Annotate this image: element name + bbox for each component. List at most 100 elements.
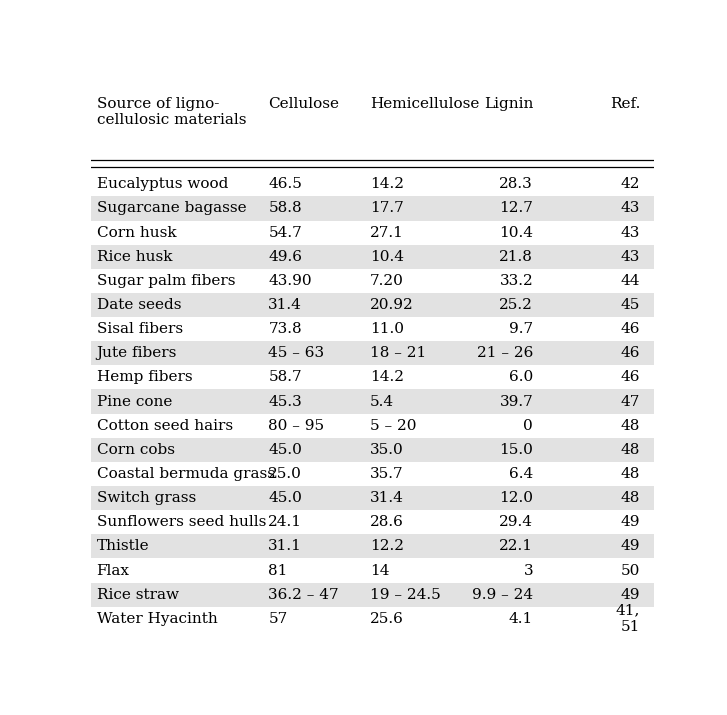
Text: 46: 46 xyxy=(621,322,640,336)
FancyBboxPatch shape xyxy=(91,583,654,607)
Text: 6.0: 6.0 xyxy=(509,370,533,385)
FancyBboxPatch shape xyxy=(91,390,654,413)
Text: 45.3: 45.3 xyxy=(268,395,302,408)
FancyBboxPatch shape xyxy=(91,341,654,365)
Text: 43: 43 xyxy=(621,250,640,264)
Text: Cotton seed hairs: Cotton seed hairs xyxy=(97,419,233,433)
Text: 46: 46 xyxy=(621,346,640,360)
Text: 45: 45 xyxy=(621,298,640,312)
Text: 10.4: 10.4 xyxy=(499,225,533,240)
Text: Ref.: Ref. xyxy=(610,97,640,111)
Text: Jute fibers: Jute fibers xyxy=(97,346,177,360)
Text: 7.20: 7.20 xyxy=(370,274,403,288)
Text: 6.4: 6.4 xyxy=(509,467,533,481)
Text: 48: 48 xyxy=(621,419,640,433)
FancyBboxPatch shape xyxy=(91,197,654,220)
Text: 36.2 – 47: 36.2 – 47 xyxy=(268,588,339,601)
Text: 10.4: 10.4 xyxy=(370,250,403,264)
Text: 20.92: 20.92 xyxy=(370,298,414,312)
Text: Source of ligno-
cellulosic materials: Source of ligno- cellulosic materials xyxy=(97,97,246,127)
Text: 9.7: 9.7 xyxy=(509,322,533,336)
Text: 50: 50 xyxy=(621,563,640,578)
Text: 5.4: 5.4 xyxy=(370,395,394,408)
Text: 73.8: 73.8 xyxy=(268,322,302,336)
Text: 80 – 95: 80 – 95 xyxy=(268,419,324,433)
Text: Switch grass: Switch grass xyxy=(97,491,196,505)
Text: Rice husk: Rice husk xyxy=(97,250,172,264)
Text: 81: 81 xyxy=(268,563,288,578)
Text: Sugar palm fibers: Sugar palm fibers xyxy=(97,274,235,288)
Text: 12.2: 12.2 xyxy=(370,539,403,553)
Text: Cellulose: Cellulose xyxy=(268,97,340,111)
Text: 14.2: 14.2 xyxy=(370,177,403,192)
Text: 54.7: 54.7 xyxy=(268,225,302,240)
Text: 45.0: 45.0 xyxy=(268,443,302,457)
FancyBboxPatch shape xyxy=(91,293,654,317)
Text: 28.6: 28.6 xyxy=(370,516,403,529)
Text: 45.0: 45.0 xyxy=(268,491,302,505)
Text: 29.4: 29.4 xyxy=(499,516,533,529)
Text: 49: 49 xyxy=(621,588,640,601)
FancyBboxPatch shape xyxy=(91,438,654,462)
Text: 12.0: 12.0 xyxy=(499,491,533,505)
Text: 11.0: 11.0 xyxy=(370,322,403,336)
Text: Sisal fibers: Sisal fibers xyxy=(97,322,182,336)
Text: 45 – 63: 45 – 63 xyxy=(268,346,324,360)
Text: 49: 49 xyxy=(621,539,640,553)
Text: Lignin: Lignin xyxy=(483,97,533,111)
Text: 44: 44 xyxy=(621,274,640,288)
Text: 31.4: 31.4 xyxy=(268,298,302,312)
Text: 25.6: 25.6 xyxy=(370,612,403,626)
FancyBboxPatch shape xyxy=(91,245,654,269)
Text: 49: 49 xyxy=(621,516,640,529)
Text: 3: 3 xyxy=(523,563,533,578)
Text: 48: 48 xyxy=(621,443,640,457)
Text: 21 – 26: 21 – 26 xyxy=(477,346,533,360)
Text: Eucalyptus wood: Eucalyptus wood xyxy=(97,177,228,192)
Text: Pine cone: Pine cone xyxy=(97,395,172,408)
Text: 12.7: 12.7 xyxy=(499,202,533,215)
Text: 19 – 24.5: 19 – 24.5 xyxy=(370,588,441,601)
Text: 39.7: 39.7 xyxy=(499,395,533,408)
Text: 14: 14 xyxy=(370,563,389,578)
Text: 18 – 21: 18 – 21 xyxy=(370,346,426,360)
Text: 0: 0 xyxy=(523,419,533,433)
Text: 33.2: 33.2 xyxy=(499,274,533,288)
Text: Corn husk: Corn husk xyxy=(97,225,176,240)
Text: 43: 43 xyxy=(621,202,640,215)
Text: Coastal bermuda grass: Coastal bermuda grass xyxy=(97,467,275,481)
Text: 31.4: 31.4 xyxy=(370,491,403,505)
Text: Date seeds: Date seeds xyxy=(97,298,181,312)
FancyBboxPatch shape xyxy=(91,534,654,558)
Text: 43.90: 43.90 xyxy=(268,274,312,288)
Text: Thistle: Thistle xyxy=(97,539,149,553)
Text: 31.1: 31.1 xyxy=(268,539,302,553)
Text: 9.9 – 24: 9.9 – 24 xyxy=(472,588,533,601)
Text: 42: 42 xyxy=(621,177,640,192)
Text: 14.2: 14.2 xyxy=(370,370,403,385)
Text: 48: 48 xyxy=(621,491,640,505)
Text: Hemp fibers: Hemp fibers xyxy=(97,370,192,385)
Text: 57: 57 xyxy=(268,612,288,626)
Text: 4.1: 4.1 xyxy=(509,612,533,626)
Text: 24.1: 24.1 xyxy=(268,516,302,529)
Text: Corn cobs: Corn cobs xyxy=(97,443,174,457)
Text: Hemicellulose: Hemicellulose xyxy=(370,97,479,111)
Text: 47: 47 xyxy=(621,395,640,408)
Text: Water Hyacinth: Water Hyacinth xyxy=(97,612,217,626)
Text: 35.7: 35.7 xyxy=(370,467,403,481)
Text: 17.7: 17.7 xyxy=(370,202,403,215)
Text: 46.5: 46.5 xyxy=(268,177,302,192)
Text: 27.1: 27.1 xyxy=(370,225,403,240)
Text: Sugarcane bagasse: Sugarcane bagasse xyxy=(97,202,246,215)
Text: 58.8: 58.8 xyxy=(268,202,302,215)
FancyBboxPatch shape xyxy=(91,486,654,511)
Text: Sunflowers seed hulls: Sunflowers seed hulls xyxy=(97,516,266,529)
Text: 25.0: 25.0 xyxy=(268,467,302,481)
Text: 43: 43 xyxy=(621,225,640,240)
Text: Rice straw: Rice straw xyxy=(97,588,179,601)
Text: 41,
51: 41, 51 xyxy=(616,603,640,634)
Text: 5 – 20: 5 – 20 xyxy=(370,419,417,433)
Text: 22.1: 22.1 xyxy=(499,539,533,553)
Text: 49.6: 49.6 xyxy=(268,250,302,264)
